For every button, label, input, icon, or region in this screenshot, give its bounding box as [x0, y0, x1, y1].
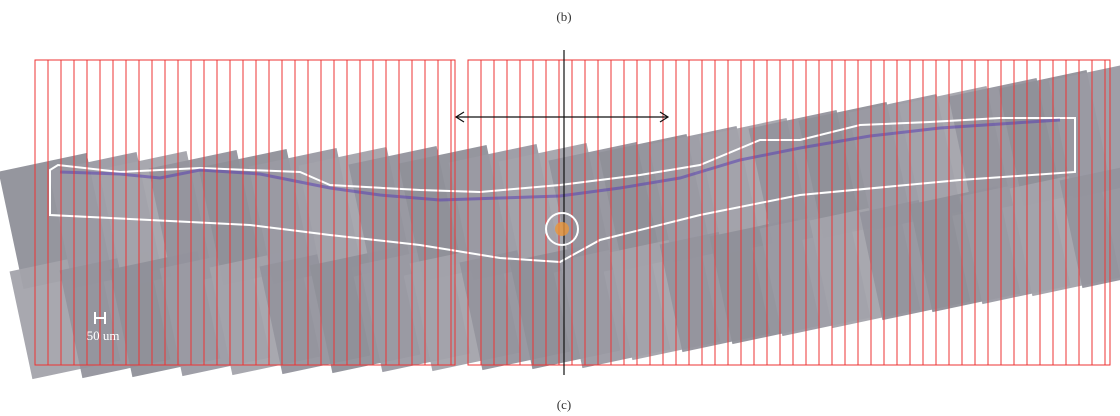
panel-label: (b) — [556, 9, 571, 24]
mosaic-tile — [1059, 161, 1120, 289]
grid-frame — [467, 59, 1111, 366]
arrow-heads — [454, 111, 670, 123]
stained-layer — [59, 118, 1061, 202]
panel-label: (c) — [557, 397, 571, 412]
sampling-grid — [34, 59, 1111, 366]
scale-bar-label: 50 um — [87, 328, 120, 343]
highlight-marker — [555, 222, 569, 236]
grid-frame — [34, 59, 456, 366]
highlight-circle — [545, 212, 579, 246]
scale-bar — [94, 312, 106, 324]
region-outline — [49, 117, 1076, 264]
